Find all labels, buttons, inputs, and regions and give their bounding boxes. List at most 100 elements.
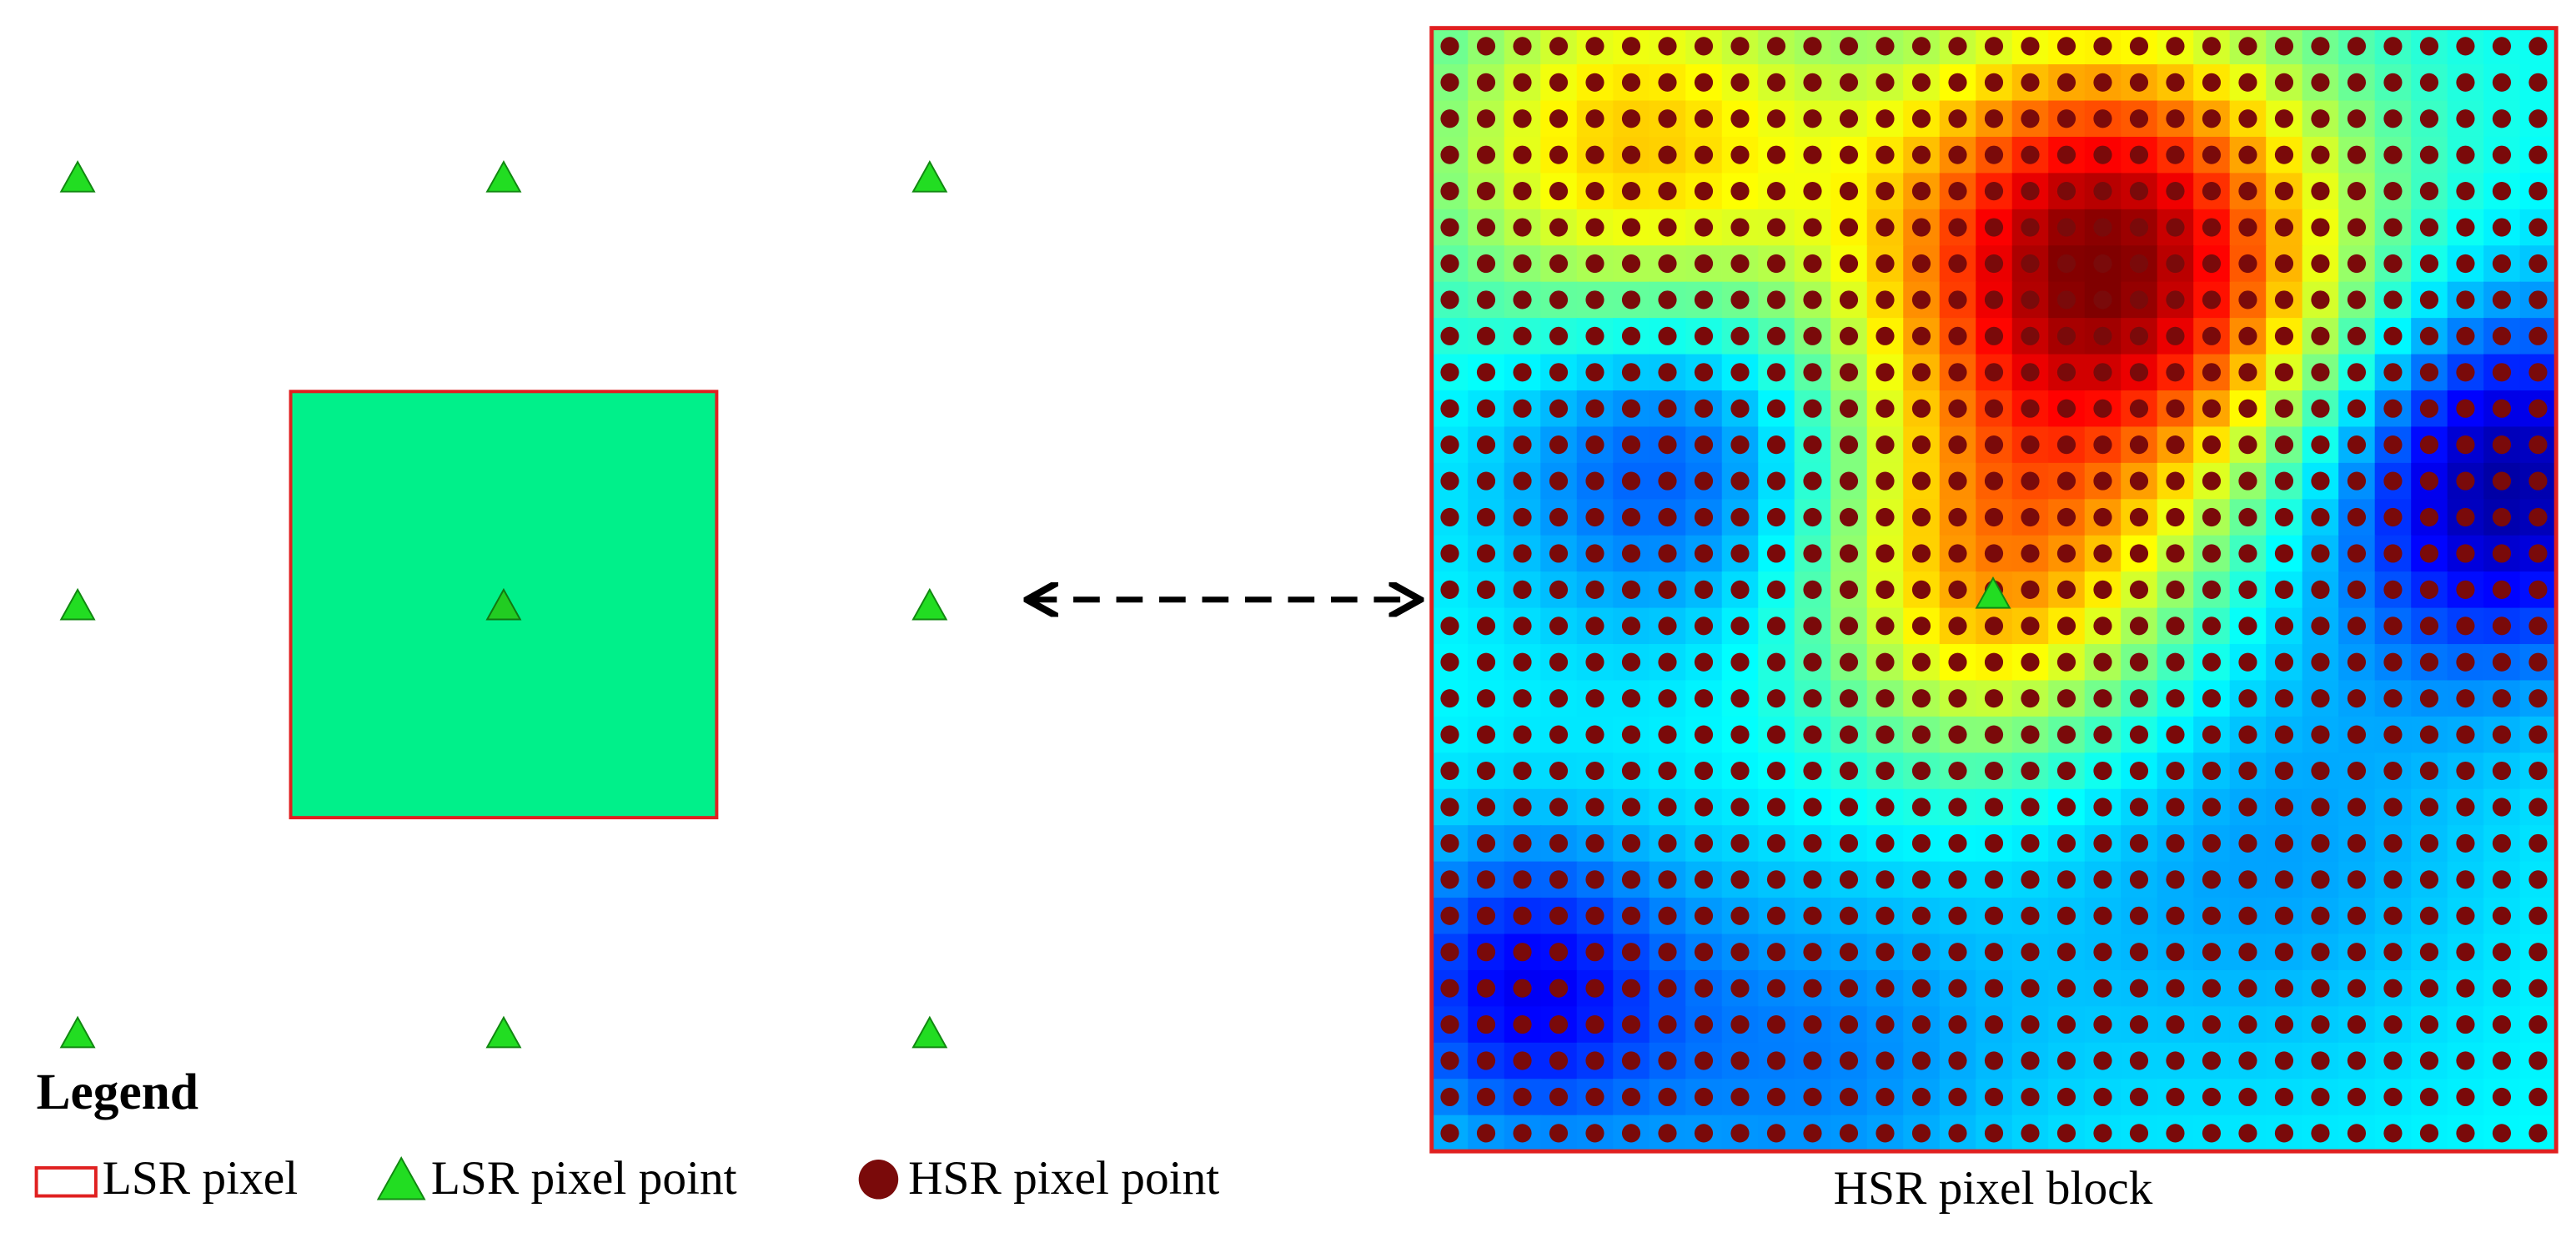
hsr-point: [1911, 471, 1931, 491]
hsr-point: [1694, 580, 1714, 599]
hsr-point: [2528, 399, 2548, 418]
hsr-point: [1658, 363, 1677, 382]
hsr-point: [1948, 73, 1967, 92]
hsr-point: [1440, 689, 1459, 708]
hsr-point: [2021, 73, 2040, 92]
hsr-point: [1694, 1015, 1714, 1034]
hsr-point: [1876, 616, 1895, 636]
hsr-point: [2274, 652, 2294, 672]
hsr-point: [1440, 145, 1459, 164]
hsr-point: [2492, 363, 2512, 382]
hsr-point: [1694, 326, 1714, 345]
hsr-point: [2056, 1051, 2076, 1070]
hsr-point: [1911, 1015, 1931, 1034]
hsr-point: [2347, 109, 2367, 128]
hsr-point: [2093, 73, 2112, 92]
hsr-point: [1658, 906, 1677, 925]
hsr-point: [1948, 544, 1967, 563]
hsr-point: [2528, 943, 2548, 962]
hsr-point: [1621, 37, 1641, 56]
hsr-point: [2202, 979, 2222, 998]
hsr-point: [2202, 182, 2222, 201]
hsr-point: [1476, 906, 1496, 925]
hsr-point: [2056, 290, 2076, 309]
hsr-point: [1549, 833, 1569, 853]
hsr-point: [2311, 1015, 2330, 1034]
hsr-point: [2238, 544, 2257, 563]
hsr-point: [1621, 73, 1641, 92]
hsr-point: [1876, 507, 1895, 527]
hsr-point: [1513, 979, 1532, 998]
hsr-point: [2528, 145, 2548, 164]
hsr-point: [1839, 870, 1859, 889]
hsr-point: [1911, 254, 1931, 274]
hsr-point: [2274, 109, 2294, 128]
hsr-point: [2056, 399, 2076, 418]
hsr-point: [2347, 254, 2367, 274]
hsr-point: [2238, 507, 2257, 527]
hsr-point: [1948, 761, 1967, 781]
hsr-point: [1730, 580, 1750, 599]
hsr-point: [1984, 1051, 2004, 1070]
hsr-point: [2347, 37, 2367, 56]
hsr-point: [2093, 943, 2112, 962]
hsr-point: [1513, 833, 1532, 853]
hsr-point: [1876, 109, 1895, 128]
hsr-point: [1839, 616, 1859, 636]
hsr-point: [1585, 943, 1604, 962]
hsr-point: [2383, 906, 2403, 925]
hsr-point: [1766, 979, 1786, 998]
hsr-point: [1513, 725, 1532, 744]
hsr-point: [2093, 616, 2112, 636]
hsr-point: [2274, 1124, 2294, 1143]
hsr-point: [2129, 507, 2149, 527]
hsr-point: [1911, 798, 1931, 817]
hsr-point: [1911, 906, 1931, 925]
hsr-point: [1440, 580, 1459, 599]
hsr-point: [2056, 1124, 2076, 1143]
hsr-point: [1876, 870, 1895, 889]
hsr-point: [1513, 290, 1532, 309]
hsr-point: [2274, 761, 2294, 781]
hsr-point: [1440, 798, 1459, 817]
hsr-point: [2383, 1087, 2403, 1107]
hsr-point: [2347, 833, 2367, 853]
hsr-point: [2456, 798, 2475, 817]
hsr-point: [2347, 906, 2367, 925]
legend-swatch-pixel: [34, 1165, 98, 1198]
hsr-point: [2166, 1051, 2185, 1070]
hsr-point: [2383, 290, 2403, 309]
hsr-point: [2238, 652, 2257, 672]
hsr-point: [1513, 1015, 1532, 1034]
hsr-point: [2347, 1087, 2367, 1107]
hsr-point: [1476, 1015, 1496, 1034]
hsr-point: [1513, 37, 1532, 56]
hsr-point: [2347, 435, 2367, 455]
lsr-points: [59, 160, 948, 1049]
hsr-point: [2056, 435, 2076, 455]
hsr-point: [1911, 363, 1931, 382]
hsr-point: [1984, 326, 2004, 345]
hsr-point: [2456, 1124, 2475, 1143]
hsr-point: [2383, 435, 2403, 455]
hsr-point: [2456, 689, 2475, 708]
hsr-point: [1984, 689, 2004, 708]
hsr-point: [2021, 471, 2040, 491]
hsr-point: [1440, 1015, 1459, 1034]
hsr-point: [2093, 218, 2112, 237]
hsr-point: [2347, 363, 2367, 382]
hsr-point: [1440, 1124, 1459, 1143]
hsr-point: [2528, 544, 2548, 563]
hsr-point: [1876, 145, 1895, 164]
hsr-point: [2456, 182, 2475, 201]
hsr-point: [1876, 399, 1895, 418]
hsr-point: [2129, 37, 2149, 56]
hsr-point: [2166, 182, 2185, 201]
hsr-point: [1984, 290, 2004, 309]
hsr-point: [1513, 471, 1532, 491]
hsr-point: [1948, 943, 1967, 962]
hsr-point: [1839, 109, 1859, 128]
hsr-point: [1984, 37, 2004, 56]
hsr-point: [1440, 979, 1459, 998]
hsr-point: [1621, 363, 1641, 382]
